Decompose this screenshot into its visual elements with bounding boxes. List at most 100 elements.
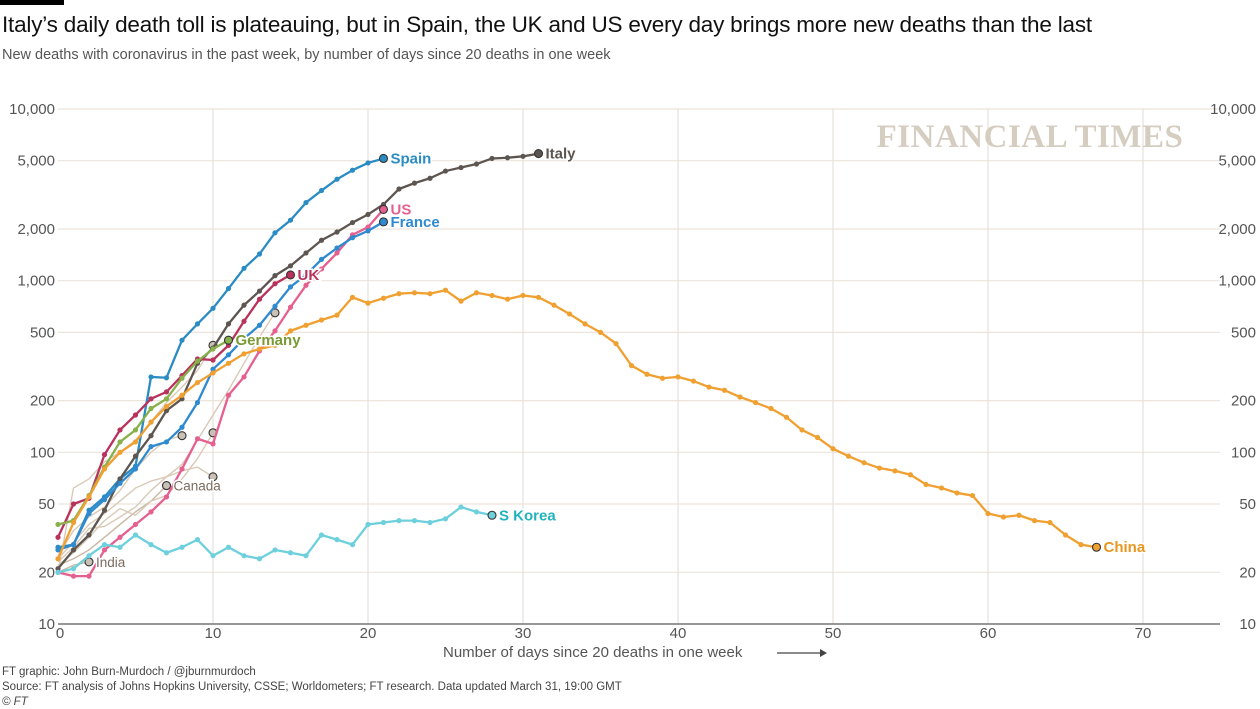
x-axis-arrow-icon	[777, 649, 827, 657]
data-point	[179, 544, 185, 550]
data-point	[411, 290, 418, 296]
data-point	[148, 405, 154, 412]
series-end-point	[285, 270, 296, 280]
y-tick-label-left: 10,000	[9, 101, 55, 118]
data-point	[411, 518, 418, 524]
data-point	[101, 507, 108, 513]
data-point	[458, 298, 464, 304]
data-point	[132, 466, 139, 472]
data-point	[210, 305, 216, 311]
data-point	[303, 250, 309, 256]
series-end-point	[208, 472, 218, 482]
data-point	[380, 295, 387, 301]
data-point	[458, 164, 464, 171]
series-end-point	[378, 204, 389, 214]
series-end-point	[177, 431, 187, 441]
data-point	[892, 468, 898, 474]
data-point	[396, 186, 402, 192]
data-point	[365, 521, 371, 528]
data-point	[179, 466, 185, 472]
data-point	[427, 291, 433, 297]
data-point	[349, 542, 356, 548]
data-point	[132, 521, 139, 528]
data-point	[861, 460, 867, 466]
data-point	[70, 542, 77, 548]
data-point	[225, 285, 232, 292]
y-tick-label-left: 100	[30, 444, 55, 461]
ft-watermark: FINANCIAL TIMES	[877, 119, 1184, 155]
data-point	[55, 547, 61, 553]
data-point	[318, 256, 325, 263]
data-point	[349, 235, 356, 241]
data-point	[163, 396, 170, 402]
data-point	[272, 281, 278, 287]
data-point	[179, 375, 185, 381]
data-point	[520, 292, 526, 299]
series-label-us: US	[391, 201, 412, 218]
series-label-spain: Spain	[391, 150, 432, 167]
data-point	[334, 312, 340, 318]
x-tick-label: 50	[825, 625, 842, 642]
data-point	[210, 366, 216, 372]
series-line-china	[56, 289, 1097, 560]
data-point	[985, 510, 991, 517]
data-point	[442, 168, 449, 174]
series-line-other-countries	[57, 312, 276, 563]
series-end-point	[378, 153, 389, 164]
data-point	[55, 566, 61, 572]
data-point	[256, 322, 263, 328]
grid-layer	[58, 108, 1220, 624]
y-tick-label-left: 2,000	[17, 221, 55, 238]
series-label-canada: Canada	[174, 479, 222, 494]
y-tick-label-right: 500	[1231, 324, 1256, 341]
series-end-point	[1091, 542, 1102, 552]
series-label-uk: UK	[298, 267, 320, 284]
data-point	[303, 322, 309, 328]
data-point	[814, 434, 821, 441]
data-point	[628, 363, 635, 369]
y-tick-label-right: 100	[1231, 444, 1256, 461]
data-point	[334, 229, 340, 235]
series-label-italy: Italy	[546, 146, 577, 163]
series-line-other-countries-4	[57, 466, 214, 560]
data-point	[303, 282, 309, 288]
data-point	[163, 403, 170, 410]
data-point	[349, 167, 356, 173]
data-point	[737, 394, 743, 400]
data-point	[287, 263, 294, 269]
y-tick-label-right: 1,000	[1218, 273, 1256, 290]
data-point	[365, 228, 371, 234]
data-point	[582, 321, 588, 327]
data-point	[86, 553, 92, 559]
x-tick-label: 40	[670, 625, 687, 642]
data-point	[396, 518, 402, 524]
data-point	[551, 302, 557, 308]
data-point	[210, 370, 216, 376]
y-tick-label-left: 10	[38, 616, 55, 633]
x-tick-label: 60	[980, 625, 997, 642]
ft-top-bar	[0, 0, 64, 5]
data-point	[132, 439, 139, 445]
data-point	[117, 476, 123, 482]
series-end-point	[223, 335, 234, 345]
data-point	[318, 237, 325, 243]
data-point	[752, 399, 759, 406]
data-point	[132, 453, 139, 459]
data-point	[830, 446, 836, 452]
data-point	[799, 427, 805, 433]
data-point	[303, 199, 309, 206]
y-tick-label-left: 5,000	[17, 153, 55, 170]
data-point	[225, 392, 232, 398]
series-line-other-countries-3	[57, 432, 214, 566]
data-point	[1000, 514, 1007, 520]
series-line-italy	[57, 152, 539, 570]
data-point	[721, 387, 728, 393]
data-point	[597, 329, 604, 335]
data-point	[334, 250, 340, 256]
data-point	[132, 412, 139, 418]
data-point	[256, 556, 263, 562]
data-point	[163, 550, 170, 556]
data-point	[644, 371, 650, 377]
data-point	[256, 296, 263, 302]
series-italy	[55, 149, 544, 572]
